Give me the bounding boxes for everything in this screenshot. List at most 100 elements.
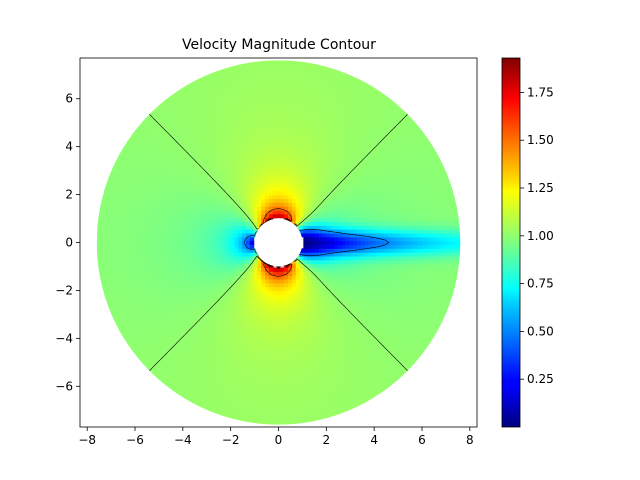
heatmap-cell: [272, 171, 278, 177]
heatmap-cell: [219, 217, 224, 223]
heatmap-cell: [318, 309, 324, 315]
heatmap-cell: [326, 129, 331, 134]
heatmap-cell: [253, 79, 259, 84]
heatmap-cell: [257, 294, 262, 299]
heatmap-cell: [230, 87, 236, 92]
heatmap-cell: [249, 221, 255, 226]
heatmap-cell: [177, 144, 182, 150]
heatmap-cell: [219, 133, 224, 138]
heatmap-cell: [253, 278, 259, 284]
heatmap-cell: [234, 271, 239, 276]
heatmap-cell: [196, 171, 201, 177]
heatmap-cell: [245, 129, 251, 134]
heatmap-cell: [268, 87, 274, 92]
heatmap-cell: [169, 129, 174, 134]
heatmap-cell: [295, 209, 301, 215]
heatmap-cell: [299, 163, 304, 169]
heatmap-cell: [291, 140, 297, 146]
heatmap-cell: [280, 290, 285, 295]
heatmap-cell: [219, 321, 224, 326]
heatmap-cell: [326, 121, 331, 127]
heatmap-cell: [108, 194, 113, 200]
heatmap-cell: [249, 125, 255, 130]
heatmap-cell: [157, 225, 163, 230]
heatmap-cell: [184, 183, 190, 188]
heatmap-cell: [173, 332, 178, 338]
heatmap-cell: [322, 359, 327, 364]
heatmap-cell: [311, 194, 316, 200]
heatmap-cell: [192, 125, 197, 130]
heatmap-cell: [157, 171, 163, 177]
heatmap-cell: [211, 317, 216, 322]
heatmap-cell: [184, 148, 190, 153]
heatmap-cell: [154, 351, 159, 357]
heatmap-cell: [333, 263, 339, 269]
heatmap-cell: [261, 367, 266, 372]
heatmap-cell: [330, 102, 335, 107]
heatmap-cell: [119, 225, 125, 230]
heatmap-cell: [184, 240, 190, 246]
heatmap-cell: [108, 171, 113, 177]
heatmap-cell: [104, 278, 109, 284]
heatmap-cell: [238, 125, 243, 130]
heatmap-cell: [165, 183, 171, 188]
heatmap-cell: [177, 202, 182, 207]
heatmap-cell: [203, 160, 209, 165]
heatmap-cell: [291, 91, 297, 96]
heatmap-cell: [276, 110, 282, 115]
heatmap-cell: [242, 144, 247, 150]
heatmap-cell: [311, 382, 316, 387]
heatmap-cell: [326, 355, 331, 361]
heatmap-cell: [318, 321, 324, 326]
heatmap-cell: [303, 347, 308, 353]
heatmap-cell: [200, 378, 205, 384]
heatmap-cell: [307, 301, 312, 307]
heatmap-cell: [280, 75, 285, 81]
heatmap-cell: [192, 347, 197, 353]
heatmap-cell: [196, 221, 201, 226]
heatmap-cell: [299, 102, 304, 107]
heatmap-cell: [119, 229, 125, 234]
heatmap-cell: [307, 409, 312, 414]
heatmap-cell: [234, 179, 239, 184]
heatmap-cell: [142, 232, 148, 238]
heatmap-cell: [223, 409, 228, 414]
heatmap-cell: [307, 286, 312, 292]
heatmap-cell: [276, 209, 282, 215]
heatmap-cell: [303, 75, 308, 81]
heatmap-cell: [184, 198, 190, 203]
heatmap-cell: [238, 382, 243, 387]
heatmap-cell: [261, 94, 266, 100]
heatmap-cell: [230, 202, 236, 207]
heatmap-cell: [326, 133, 331, 138]
heatmap-cell: [295, 64, 301, 69]
heatmap-cell: [318, 225, 324, 230]
heatmap-cell: [96, 259, 102, 265]
heatmap-cell: [295, 393, 301, 399]
heatmap-cell: [272, 328, 278, 334]
heatmap-cell: [226, 363, 232, 368]
heatmap-cell: [123, 259, 128, 265]
heatmap-cell: [226, 244, 232, 249]
heatmap-cell: [268, 278, 274, 284]
heatmap-cell: [135, 278, 140, 284]
heatmap-cell: [291, 351, 297, 357]
heatmap-cell: [272, 114, 278, 119]
heatmap-cell: [318, 110, 324, 115]
heatmap-cell: [242, 324, 247, 330]
heatmap-cell: [265, 275, 270, 280]
heatmap-cell: [280, 114, 285, 119]
heatmap-cell: [188, 148, 194, 153]
heatmap-cell: [284, 351, 289, 357]
heatmap-cell: [265, 328, 270, 334]
heatmap-cell: [157, 317, 163, 322]
heatmap-cell: [249, 240, 255, 246]
heatmap-cell: [291, 324, 297, 330]
heatmap-cell: [127, 294, 132, 299]
heatmap-cell: [188, 282, 194, 288]
heatmap-cell: [177, 194, 182, 200]
heatmap-cell: [169, 198, 174, 203]
heatmap-cell: [177, 236, 182, 242]
heatmap-cell: [154, 198, 159, 203]
heatmap-cell: [207, 206, 213, 211]
